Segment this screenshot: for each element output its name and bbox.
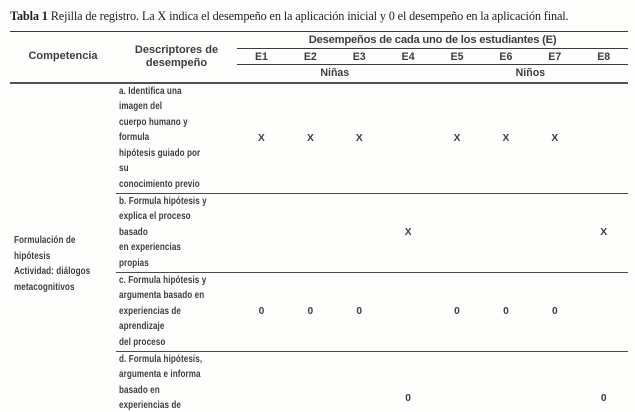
mark-cell bbox=[237, 351, 286, 412]
descriptor-b: b. Formula hipótesis y explica el proces… bbox=[116, 193, 237, 273]
competencia-cell: Formulación de hipótesis Actividad: diál… bbox=[10, 82, 116, 412]
header-row-groups: Niñas Niños bbox=[10, 64, 629, 84]
descriptor-a: a. Identifica una imagen del cuerpo huma… bbox=[116, 82, 237, 194]
mark-cell bbox=[530, 193, 580, 273]
mark-cell: 0 bbox=[334, 272, 384, 352]
descriptor-c: c. Formula hipótesis y argumenta basado … bbox=[116, 272, 237, 352]
table-caption-label: Tabla 1 bbox=[10, 9, 48, 23]
mark-cell bbox=[481, 193, 531, 273]
header-e1: E1 bbox=[237, 48, 286, 65]
mark-cell bbox=[237, 193, 286, 273]
header-e4: E4 bbox=[383, 48, 433, 65]
header-descriptores: Descriptores de desempeño bbox=[116, 31, 237, 84]
descriptor-d: d. Formula hipótesis, argumenta e inform… bbox=[116, 351, 237, 412]
header-competencia: Competencia bbox=[10, 31, 116, 84]
mark-cell: X bbox=[481, 82, 531, 194]
header-row-students: E1 E2 E3 E4 E5 E6 E7 E8 bbox=[10, 48, 629, 65]
mark-cell bbox=[432, 351, 482, 412]
mark-cell: 0 bbox=[530, 272, 580, 352]
table-caption: Tabla 1 Rejilla de registro. La X indica… bbox=[10, 9, 629, 24]
mark-cell bbox=[579, 82, 629, 194]
mark-cell: 0 bbox=[579, 351, 629, 412]
mark-cell bbox=[285, 193, 335, 273]
mark-cell: 0 bbox=[285, 272, 335, 352]
descriptor-d-text: d. Formula hipótesis, argumenta e inform… bbox=[119, 353, 203, 412]
descriptor-b-text: b. Formula hipótesis y explica el proces… bbox=[119, 195, 207, 270]
registro-table: Competencia Descriptores de desempeño De… bbox=[10, 31, 629, 412]
header-estudiantes: Desempeños de cada uno de los estudiante… bbox=[237, 31, 629, 49]
mark-cell bbox=[579, 272, 629, 352]
mark-cell bbox=[334, 193, 384, 273]
mark-cell: X bbox=[530, 82, 580, 194]
mark-cell bbox=[285, 351, 335, 412]
mark-cell: X bbox=[383, 193, 433, 273]
mark-cell bbox=[334, 351, 384, 412]
header-e7: E7 bbox=[530, 48, 580, 65]
header-ninos: Niños bbox=[432, 64, 629, 84]
table-caption-text: Rejilla de registro. La X indica el dese… bbox=[47, 9, 569, 23]
header-ninas: Niñas bbox=[237, 64, 433, 84]
mark-cell: 0 bbox=[481, 272, 531, 352]
mark-cell bbox=[530, 351, 580, 412]
descriptor-c-text: c. Formula hipótesis y argumenta basado … bbox=[119, 274, 207, 348]
mark-cell: 0 bbox=[383, 351, 433, 412]
competencia-value: Formulación de hipótesis Actividad: diál… bbox=[14, 235, 91, 293]
mark-cell bbox=[383, 82, 433, 194]
mark-cell bbox=[383, 272, 433, 352]
table-row-c: c. Formula hipótesis y argumenta basado … bbox=[10, 272, 629, 352]
header-e3: E3 bbox=[334, 48, 384, 65]
table-row-d: d. Formula hipótesis, argumenta e inform… bbox=[10, 351, 629, 412]
mark-cell bbox=[432, 193, 482, 273]
mark-cell: X bbox=[579, 193, 629, 273]
header-e8: E8 bbox=[579, 48, 629, 65]
mark-cell: X bbox=[334, 82, 384, 194]
descriptor-a-text: a. Identifica una imagen del cuerpo huma… bbox=[119, 85, 201, 191]
table-row-a: Formulación de hipótesis Actividad: diál… bbox=[10, 82, 629, 412]
mark-cell bbox=[481, 351, 531, 412]
header-e2: E2 bbox=[285, 48, 335, 65]
mark-cell: 0 bbox=[237, 272, 286, 352]
header-e6: E6 bbox=[481, 48, 531, 65]
mark-cell: X bbox=[432, 82, 482, 194]
mark-cell: 0 bbox=[432, 272, 482, 352]
mark-cell: X bbox=[285, 82, 335, 194]
table-row-b: b. Formula hipótesis y explica el proces… bbox=[10, 193, 629, 273]
header-e5: E5 bbox=[432, 48, 482, 65]
header-row-top: Competencia Descriptores de desempeño De… bbox=[10, 31, 629, 84]
mark-cell: X bbox=[237, 82, 286, 194]
